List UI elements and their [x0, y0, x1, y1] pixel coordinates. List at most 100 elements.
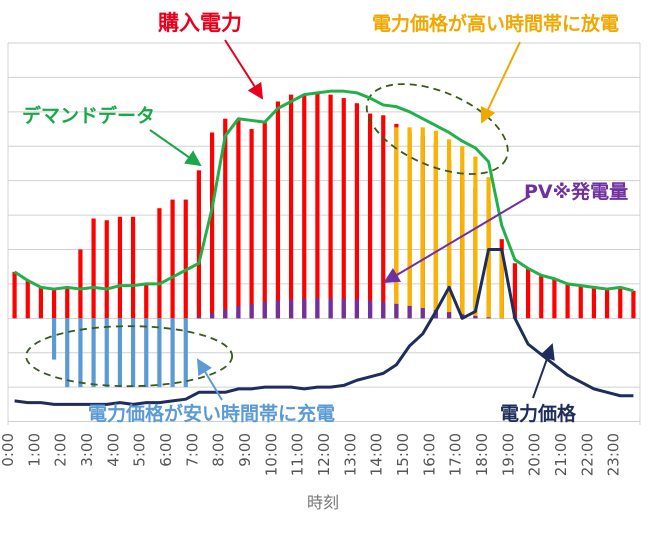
x-tick-label: 2:00 — [52, 433, 70, 467]
annotation-purchased-power: 購入電力 — [157, 11, 242, 35]
bar-ff0000-14 — [196, 170, 202, 319]
x-axis-title: 時刻 — [307, 493, 339, 512]
bar-f7b400-36 — [486, 177, 491, 319]
bar-ff0000-19 — [262, 122, 267, 319]
bar-f7b400-29 — [394, 127, 399, 319]
arrow-price — [532, 343, 555, 399]
bar-5b9bd5-8 — [117, 318, 123, 388]
bar-ff0000-39 — [525, 268, 531, 319]
x-tick-label: 18:00 — [473, 433, 491, 476]
x-tick-label: 19:00 — [499, 433, 517, 476]
bar-ff0000-4 — [65, 287, 70, 319]
x-tick-label: 5:00 — [131, 433, 149, 467]
line-layer — [13, 89, 634, 406]
annotation-charge: 電力価格が安い時間帯に充電 — [88, 402, 335, 425]
bar-ff0000-22 — [302, 94, 307, 319]
bar-ff0000-28 — [381, 115, 386, 319]
bar-ff0000-21 — [288, 94, 294, 319]
bar-7030a0-31 — [420, 307, 425, 319]
bar-5b9bd5-12 — [170, 318, 175, 388]
ellipse-charge — [25, 325, 234, 388]
bar-5b9bd5-10 — [144, 318, 149, 388]
x-tick-label: 9:00 — [236, 433, 254, 467]
x-tick-label: 11:00 — [289, 433, 307, 476]
bar-ff0000-25 — [341, 98, 346, 319]
bar-f7b400-35 — [473, 156, 478, 319]
annotation-price: 電力価格 — [500, 402, 577, 425]
bar-7030a0-27 — [367, 300, 373, 319]
bar-ff0000-6 — [91, 218, 96, 319]
bar-ff0000-16 — [223, 118, 228, 319]
bar-5b9bd5-9 — [130, 318, 136, 388]
bar-ff0000-10 — [144, 283, 149, 319]
bar-ff0000-3 — [51, 289, 57, 319]
bar-7030a0-14 — [196, 316, 202, 319]
line-1f2d5c — [14, 247, 634, 406]
bar-f7b400-34 — [460, 146, 465, 319]
bar-ff0000-12 — [170, 199, 175, 319]
bar-5b9bd5-5 — [78, 318, 83, 388]
x-tick-label: 7:00 — [183, 433, 201, 467]
grid — [7, 42, 641, 425]
x-tick-label: 0:00 — [0, 433, 17, 467]
bar-5b9bd5-13 — [183, 318, 188, 388]
bar-ff0000-7 — [104, 220, 109, 319]
x-tick-label: 23:00 — [605, 433, 623, 476]
bar-ff0000-1 — [25, 280, 30, 319]
bar-ff0000-43 — [578, 285, 583, 319]
bar-ff0000-42 — [565, 283, 570, 319]
annotation-discharge: 電力価格が高い時間帯に放電 — [372, 12, 619, 35]
x-tick-label: 4:00 — [104, 433, 122, 467]
arrow-discharge — [480, 41, 521, 124]
bar-7030a0-29 — [394, 303, 399, 319]
bar-ff0000-38 — [512, 263, 518, 319]
bar-7030a0-30 — [407, 305, 412, 319]
bar-7030a0-21 — [288, 299, 294, 319]
x-tick-label: 3:00 — [78, 433, 96, 467]
bar-7030a0-16 — [223, 309, 228, 319]
bar-ff0000-44 — [591, 287, 597, 319]
bar-7030a0-18 — [249, 303, 254, 319]
x-tick-label: 21:00 — [552, 433, 570, 476]
annotation-pv: PV※発電量 — [524, 180, 628, 203]
bar-f7b400-30 — [407, 127, 412, 319]
bar-7030a0-23 — [315, 298, 320, 319]
bar-ff0000-46 — [618, 287, 623, 319]
x-tick-label: 15:00 — [394, 433, 412, 476]
bar-f7b400-31 — [420, 127, 425, 319]
x-tick-label: 1:00 — [25, 433, 43, 467]
bar-5b9bd5-11 — [157, 318, 162, 388]
bar-5b9bd5-4 — [65, 318, 70, 388]
arrow-demand — [149, 129, 202, 167]
bar-7030a0-36 — [486, 317, 491, 319]
bar-ff0000-40 — [539, 275, 544, 319]
bar-f7b400-32 — [433, 130, 439, 319]
bar-ff0000-18 — [249, 129, 254, 319]
arrow-purchased-power — [224, 39, 264, 100]
bar-7030a0-28 — [381, 301, 386, 319]
bar-ff0000-17 — [236, 120, 241, 319]
bar-ff0000-23 — [315, 92, 320, 319]
bar-5b9bd5-7 — [104, 318, 109, 388]
line-22b04b — [13, 89, 634, 293]
ellipse-layer — [25, 83, 509, 388]
bar-7030a0-20 — [275, 300, 281, 319]
bar-ff0000-41 — [552, 278, 557, 319]
bar-ff0000-9 — [130, 216, 136, 319]
bar-ff0000-5 — [78, 249, 83, 319]
x-tick-labels: 0:00 1:00 2:00 3:00 4:00 5:00 6:00 7:00 8:00 9:00… — [0, 433, 623, 476]
bar-ff0000-8 — [117, 216, 123, 319]
bar-5b9bd5-6 — [91, 318, 96, 388]
bar-7030a0-24 — [328, 298, 333, 319]
bar-ff0000-2 — [38, 287, 44, 319]
x-tick-label: 20:00 — [526, 433, 544, 476]
bar-ff0000-26 — [354, 103, 360, 319]
bar-ff0000-11 — [157, 208, 162, 319]
x-tick-label: 8:00 — [210, 433, 228, 467]
bar-f7b400-33 — [446, 139, 452, 319]
bar-ff0000-13 — [183, 199, 188, 319]
bar-ff0000-45 — [604, 289, 610, 319]
bar-ff0000-27 — [367, 113, 373, 319]
x-tick-label: 12:00 — [315, 433, 333, 476]
